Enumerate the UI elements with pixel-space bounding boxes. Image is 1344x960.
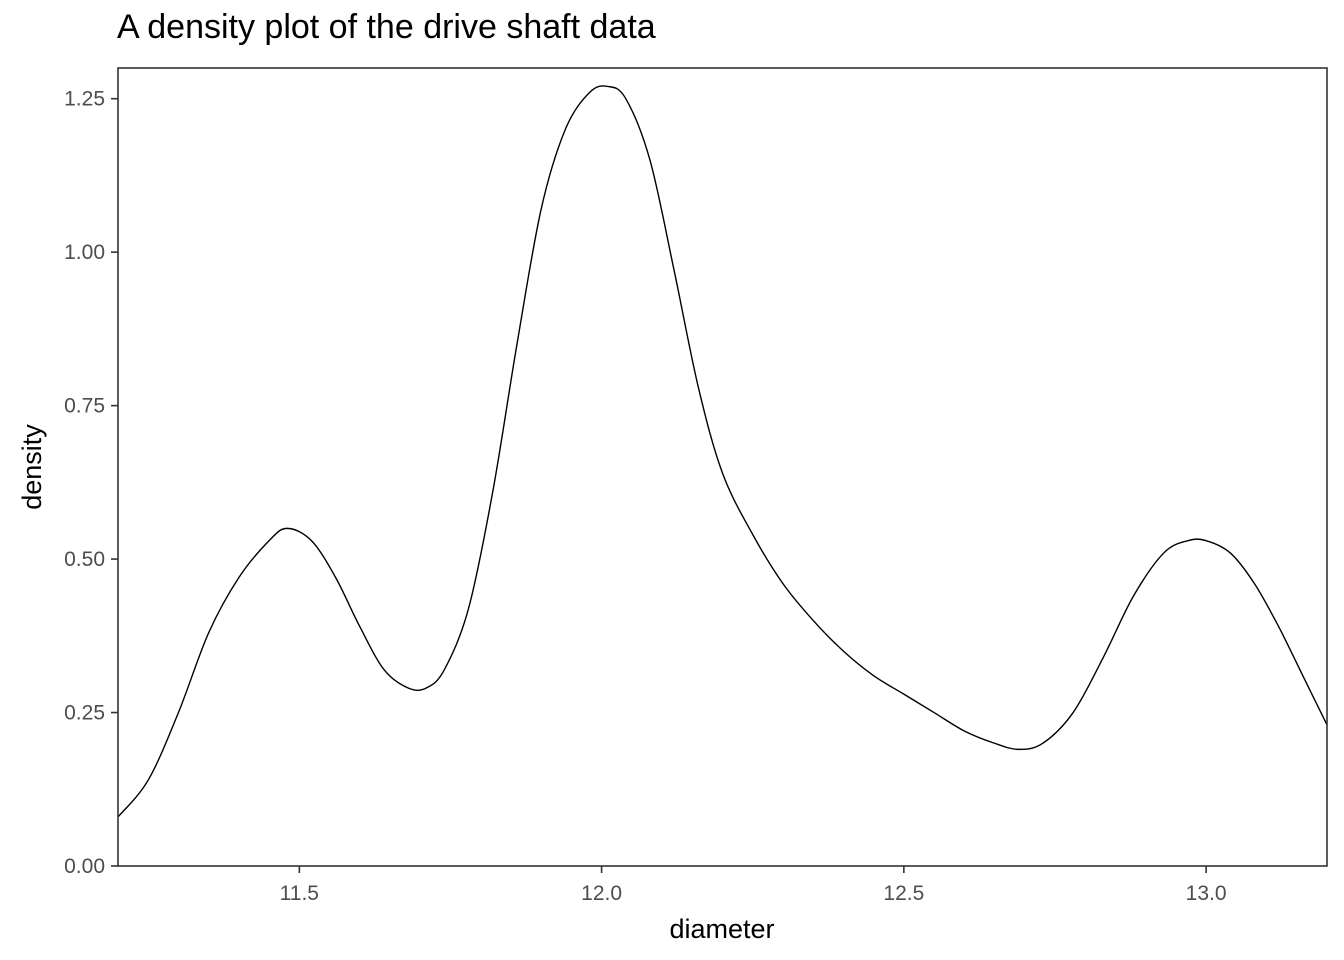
plot-panel-border	[117, 67, 1328, 867]
x-axis: 11.5 12.0 12.5 13.0	[280, 866, 1227, 905]
x-axis-title: diameter	[669, 914, 774, 944]
x-tick-label: 12.0	[581, 882, 622, 905]
x-tick-label: 11.5	[280, 882, 319, 905]
y-axis-title: density	[17, 424, 47, 510]
y-axis: 0.00 0.25 0.50 0.75 1.00 1.25	[64, 88, 118, 878]
y-tick-label: 0.00	[64, 855, 105, 878]
x-tick-label: 13.0	[1186, 882, 1227, 905]
plot-panel-background	[118, 68, 1327, 866]
y-tick-label: 0.50	[64, 548, 105, 571]
x-tick-label: 12.5	[883, 882, 924, 905]
chart-title: A density plot of the drive shaft data	[117, 8, 656, 46]
y-tick-label: 0.25	[64, 702, 105, 725]
y-tick-label: 1.00	[64, 241, 105, 264]
density-line	[117, 85, 1328, 818]
y-tick-label: 1.25	[64, 88, 105, 111]
y-tick-label: 0.75	[64, 395, 105, 418]
